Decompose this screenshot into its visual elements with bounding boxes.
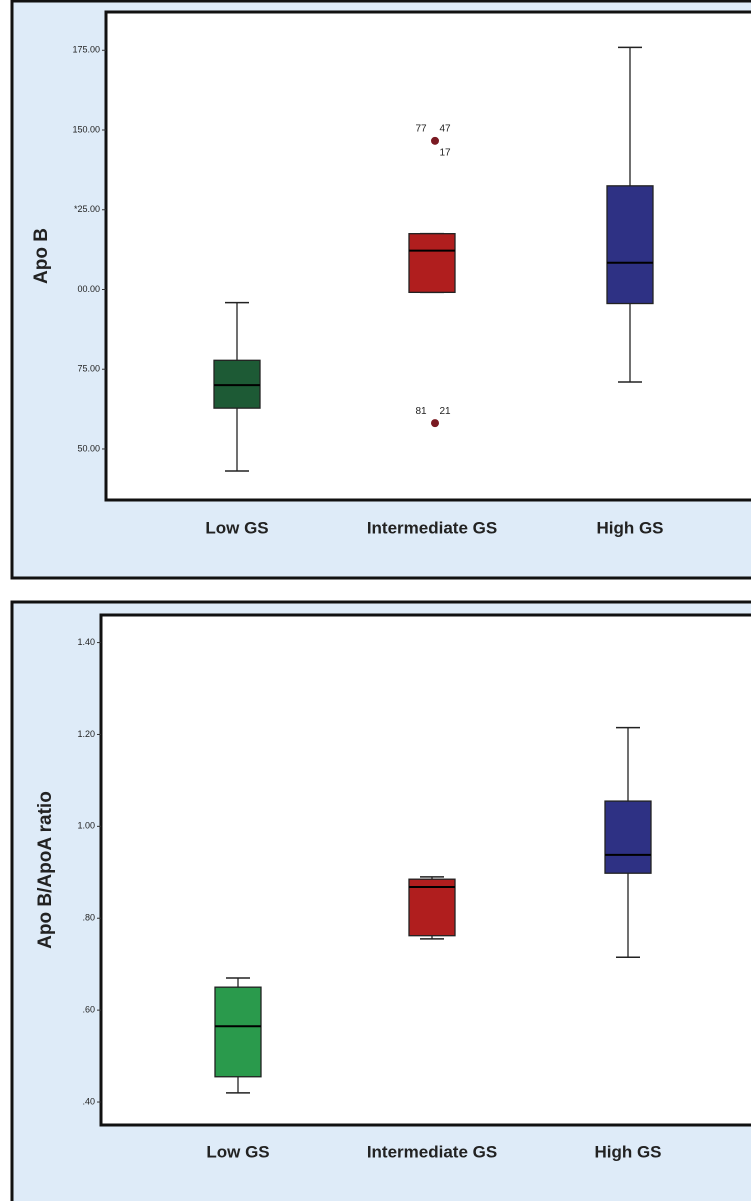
outlier-label: 81: [415, 406, 427, 417]
box: [606, 185, 654, 305]
outlier-label: 21: [439, 406, 451, 417]
box: [408, 878, 456, 937]
x-tick-label: Low GS: [205, 518, 268, 537]
x-tick-label: High GS: [596, 518, 663, 537]
y-axis-label: Apo B: [31, 228, 52, 284]
box: [214, 986, 262, 1078]
x-tick-label: Intermediate GS: [367, 518, 497, 537]
box: [604, 800, 652, 874]
x-tick-label: High GS: [594, 1142, 661, 1161]
outlier: [431, 419, 439, 428]
x-tick-label: Low GS: [206, 1142, 269, 1161]
y-tick-label: 175.00: [72, 45, 100, 55]
outlier-label: 17: [439, 147, 451, 158]
y-tick-label: 1.40: [77, 637, 95, 647]
outlier: [431, 136, 439, 145]
y-tick-label: 1.20: [77, 729, 95, 739]
y-tick-label: .40: [82, 1096, 95, 1106]
outlier-label: 47: [439, 123, 451, 134]
y-tick-label: 50.00: [77, 443, 100, 453]
y-tick-label: 75.00: [77, 364, 100, 374]
y-tick-label: 1.00: [77, 821, 95, 831]
y-tick-label: .80: [82, 913, 95, 923]
y-tick-label: .60: [82, 1005, 95, 1015]
y-tick-label: 150.00: [72, 124, 100, 134]
y-tick-label: 00.00: [77, 284, 100, 294]
box: [408, 233, 456, 294]
y-axis-label: Apo B/ApoA ratio: [35, 791, 56, 949]
x-tick-label: Intermediate GS: [367, 1142, 497, 1161]
plot-area: [99, 613, 751, 1127]
outlier-label: 77: [415, 123, 427, 134]
y-tick-label: *25.00: [74, 204, 100, 214]
